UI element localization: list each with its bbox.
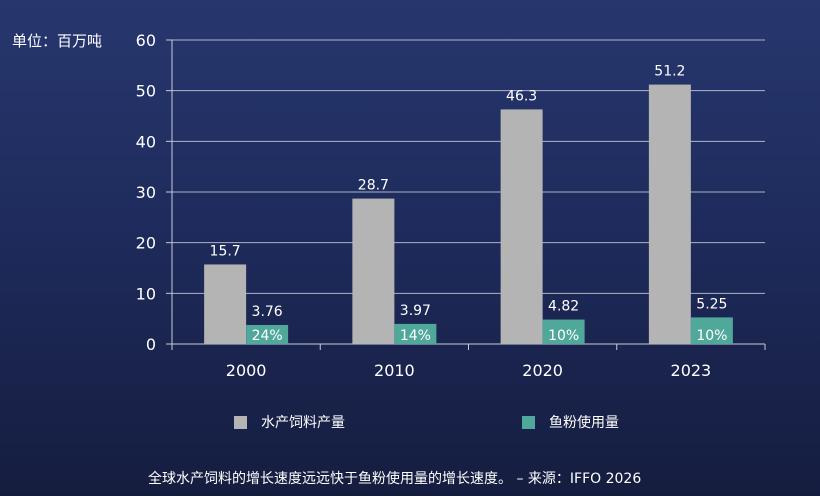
legend-item-feed: 水产饲料产量 <box>234 412 345 432</box>
data-label-fishmeal: 5.25 <box>696 296 727 312</box>
caption: 全球水产饲料的增长速度远远快于鱼粉使用量的增长速度。 – 来源：IFFO 202… <box>148 471 642 487</box>
data-label-feed: 46.3 <box>506 88 537 104</box>
legend-swatch-fishmeal <box>522 415 535 429</box>
percent-label: 10% <box>548 328 579 344</box>
percent-label: 24% <box>252 328 283 344</box>
data-label-fishmeal: 3.76 <box>252 304 283 320</box>
x-tick-label: 2023 <box>671 361 712 380</box>
x-tick-label: 2000 <box>226 361 267 380</box>
data-label-feed: 28.7 <box>358 178 389 194</box>
data-label-fishmeal: 3.97 <box>400 303 431 319</box>
y-tick-label: 20 <box>136 234 156 253</box>
y-tick-label: 10 <box>136 284 156 303</box>
x-tick-label: 2010 <box>374 361 415 380</box>
bar-fishmeal <box>542 319 585 344</box>
legend-label-fishmeal: 鱼粉使用量 <box>549 415 619 431</box>
y-tick-label: 50 <box>136 82 156 101</box>
bar-chart: 0 10 20 30 40 50 60 2000 2010 2020 2023 15.7 3.76 24%… <box>136 31 766 380</box>
bar-feed <box>352 198 395 344</box>
legend-label-feed: 水产饲料产量 <box>261 415 345 431</box>
percent-label: 14% <box>400 328 431 344</box>
y-tick-label: 40 <box>136 132 156 151</box>
percent-label: 10% <box>696 328 727 344</box>
y-tick-label: 30 <box>136 183 156 202</box>
data-label-fishmeal: 4.82 <box>548 299 579 315</box>
bar-fishmeal <box>394 323 437 344</box>
data-label-feed: 15.7 <box>210 243 241 259</box>
bar-feed <box>648 84 691 344</box>
x-tick-label: 2020 <box>522 361 563 380</box>
bar-fishmeal <box>690 317 733 344</box>
bar-fishmeal <box>246 324 289 344</box>
unit-label: 单位：百万吨 <box>12 32 103 50</box>
bar-feed <box>500 109 543 344</box>
legend: 水产饲料产量 鱼粉使用量 <box>0 412 820 434</box>
legend-swatch-feed <box>234 415 247 429</box>
bar-feed <box>204 264 247 344</box>
y-tick-label: 0 <box>146 335 156 354</box>
data-label-feed: 51.2 <box>654 64 685 80</box>
legend-item-fishmeal: 鱼粉使用量 <box>522 412 619 432</box>
y-tick-label: 60 <box>136 31 156 50</box>
